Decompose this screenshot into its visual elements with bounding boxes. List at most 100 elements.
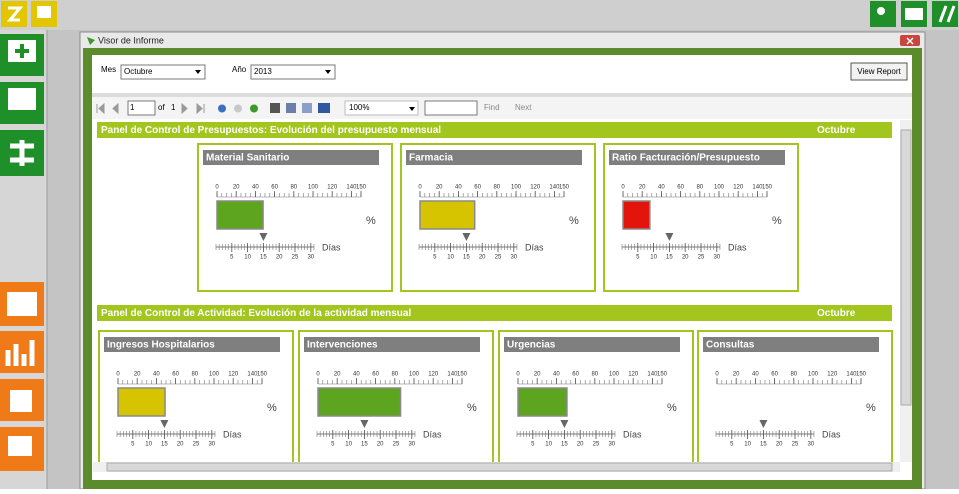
stop-button[interactable] [234,104,242,113]
icon-glyph [905,8,923,20]
day-tick-label: 20 [177,442,184,448]
nav-next-last[interactable] [181,102,205,115]
icon-glyph [37,6,51,18]
day-tick-label: 5 [636,255,640,261]
day-pointer [360,420,369,428]
day-tick-label: 25 [593,442,600,448]
gauge-bar [317,387,402,417]
h-scroll-thumb[interactable] [106,462,893,472]
days-label: Días [623,429,642,439]
icon-glyph [10,140,34,166]
percent-tick-label: 100 [511,185,522,191]
day-pointer [462,233,471,241]
day-tick-label: 15 [361,442,368,448]
section-month: Octubre [817,308,856,319]
back-button[interactable] [218,104,226,113]
days-label: Días [322,242,341,252]
page-input[interactable] [127,100,156,116]
gauge-title-bar [304,337,480,352]
find-input[interactable] [424,100,478,116]
year-select[interactable] [250,64,336,80]
day-tick-label: 20 [776,442,783,448]
icon-glyph [938,5,956,23]
percent-tick-label: 120 [628,372,639,378]
print-button[interactable] [270,103,280,113]
dropdown-arrow [325,70,331,74]
percent-tick-label: 100 [308,185,319,191]
day-tick-label: 25 [495,255,502,261]
percent-tick-label: 150 [356,185,367,191]
percent-tick-label: 80 [290,185,297,191]
month-select[interactable] [120,64,206,80]
window-title: Visor de Informe [98,35,164,45]
gauge-title: Ingresos Hospitalarios [107,340,215,351]
gauge-title: Urgencias [507,340,556,351]
gauge-title: Intervenciones [307,340,378,351]
days-label: Días [525,242,544,252]
day-tick-label: 5 [131,442,135,448]
day-tick-label: 15 [760,442,767,448]
day-tick-label: 10 [545,442,552,448]
percent-tick-label: 40 [553,372,560,378]
day-tick-label: 5 [531,442,535,448]
day-pointer [759,420,768,428]
percent-unit: % [667,402,677,414]
percent-tick-label: 140 [846,372,857,378]
nav-first-prev[interactable] [96,102,119,115]
gauge-title-bar [609,150,785,165]
percent-tick-label: 120 [428,372,439,378]
gauge-panel [498,330,694,462]
param-value: Octubre [124,67,153,76]
percent-tick-label: 100 [808,372,819,378]
gauge-bar [216,200,264,230]
percent-tick-label: 60 [572,372,579,378]
gauge-title-bar [703,337,879,352]
percent-tick-label: 60 [172,372,179,378]
day-tick-label: 20 [276,255,283,261]
icon-glyph [10,390,32,412]
percent-tick-label: 60 [372,372,379,378]
day-tick-label: 25 [792,442,799,448]
keys-icon[interactable] [932,1,958,27]
export-button[interactable] [318,103,330,113]
percent-tick-label: 0 [621,185,625,191]
day-tick-label: 15 [666,255,673,261]
percent-tick-label: 60 [771,372,778,378]
day-tick-label: 15 [463,255,470,261]
percent-tick-label: 120 [327,185,338,191]
section-title: Panel de Control de Presupuestos: Evoluc… [101,125,441,136]
v-scroll-thumb[interactable] [900,129,912,406]
percent-tick-label: 80 [696,185,703,191]
percent-tick-label: 0 [316,372,320,378]
gauge-title: Material Sanitario [206,153,289,164]
layout-button[interactable] [286,103,296,113]
day-tick-label: 30 [608,442,615,448]
window-icon [87,37,95,45]
day-tick-label: 25 [193,442,200,448]
day-tick-label: 30 [510,255,517,261]
percent-unit: % [772,215,782,227]
page-setup-button[interactable] [302,103,312,113]
zoom-select[interactable] [344,100,419,116]
percent-tick-label: 100 [409,372,420,378]
day-tick-label: 30 [408,442,415,448]
percent-tick-label: 80 [591,372,598,378]
percent-tick-label: 120 [530,185,541,191]
percent-tick-label: 60 [271,185,278,191]
icon-glyph [8,436,32,456]
percent-unit: % [467,402,477,414]
parameter-area [92,55,912,93]
percent-tick-label: 0 [116,372,120,378]
day-pointer [560,420,569,428]
dropdown-arrow [195,70,201,74]
next-link[interactable]: Next [515,103,532,112]
refresh-button[interactable] [250,104,258,113]
zoom-value: 100% [349,103,369,112]
percent-tick-label: 20 [233,185,240,191]
percent-tick-label: 20 [436,185,443,191]
view-report-button[interactable] [850,62,908,81]
find-link[interactable]: Find [484,103,500,112]
day-tick-label: 5 [331,442,335,448]
